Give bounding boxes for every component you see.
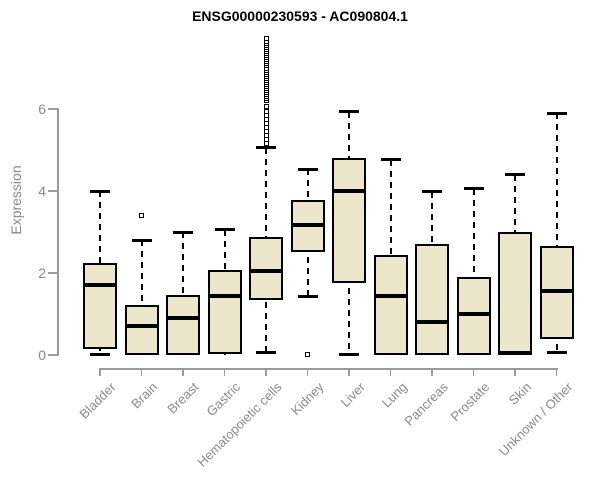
- x-axis-tick: [348, 368, 350, 376]
- median-liver: [332, 189, 366, 193]
- box-breast: [166, 294, 200, 355]
- x-axis-tick: [306, 368, 309, 376]
- median-pancreas: [415, 320, 449, 325]
- median-kidney: [290, 223, 325, 228]
- y-tick-label-0: 0: [38, 347, 46, 363]
- x-axis-tick: [99, 368, 101, 376]
- median-gastric: [207, 293, 242, 298]
- whisker-cap-high-liver: [339, 110, 359, 114]
- y-tick-label-4: 4: [38, 183, 46, 199]
- whisker-cap-low-kidney: [297, 295, 318, 299]
- x-tick-label-unknown-other: Unknown / Other: [495, 379, 576, 459]
- whisker-cap-high-breast: [173, 230, 193, 234]
- x-axis-line: [99, 368, 558, 370]
- whisker-cap-high-gastric: [214, 228, 235, 232]
- x-tick-label-kidney: Kidney: [287, 379, 327, 419]
- x-tick-label-brain: Brain: [128, 379, 161, 412]
- y-tick-label-6: 6: [38, 101, 46, 117]
- whisker-cap-low-bladder: [90, 352, 110, 356]
- outlier-hematopoietic-cells: [263, 35, 269, 41]
- whisker-cap-high-lung: [380, 158, 401, 162]
- whisker-cap-high-bladder: [90, 189, 110, 193]
- box-lung: [373, 254, 408, 355]
- x-tick-label-bladder: Bladder: [76, 379, 119, 422]
- median-unknown-other: [539, 289, 574, 294]
- outlier-hematopoietic-cells: [263, 104, 269, 110]
- y-axis-tick: [48, 272, 57, 274]
- y-axis-tick: [48, 108, 57, 110]
- x-tick-label-prostate: Prostate: [447, 379, 493, 425]
- box-bladder: [83, 262, 117, 349]
- whisker-cap-high-prostate: [463, 187, 484, 191]
- x-axis-tick: [265, 368, 267, 376]
- outlier-brain: [139, 213, 144, 219]
- median-breast: [166, 316, 200, 321]
- box-hematopoietic-cells: [249, 236, 283, 301]
- median-lung: [373, 293, 408, 298]
- box-prostate: [456, 277, 491, 355]
- x-tick-label-skin: Skin: [505, 379, 534, 408]
- x-axis-tick: [555, 368, 558, 376]
- median-brain: [124, 324, 159, 329]
- whisker-cap-high-hematopoietic-cells: [256, 146, 276, 150]
- x-tick-label-lung: Lung: [378, 379, 410, 411]
- box-liver: [332, 158, 366, 284]
- box-skin: [498, 232, 532, 355]
- whisker-cap-low-hematopoietic-cells: [256, 351, 276, 355]
- y-axis-tick: [48, 354, 57, 356]
- median-prostate: [456, 312, 491, 316]
- x-tick-label-liver: Liver: [337, 379, 368, 410]
- x-axis-tick: [182, 368, 184, 376]
- whisker-cap-high-skin: [505, 173, 525, 177]
- x-axis-tick: [140, 368, 143, 376]
- x-axis-tick: [431, 368, 433, 376]
- box-brain: [124, 304, 159, 355]
- whisker-cap-high-pancreas: [422, 190, 442, 194]
- whisker-cap-high-unknown-other: [546, 111, 567, 115]
- median-hematopoietic-cells: [249, 268, 283, 273]
- x-tick-label-gastric: Gastric: [203, 379, 244, 420]
- x-tick-label-breast: Breast: [164, 379, 202, 417]
- x-tick-label-pancreas: Pancreas: [401, 379, 451, 429]
- box-pancreas: [415, 244, 449, 355]
- whisker-breast: [182, 232, 184, 355]
- median-skin: [498, 350, 532, 355]
- y-axis-tick: [48, 190, 57, 192]
- y-axis-line: [57, 108, 59, 356]
- x-axis-tick: [472, 368, 475, 376]
- x-tick-label-hematopoietic-cells: Hematopoietic cells: [194, 379, 285, 470]
- x-axis-tick: [223, 368, 226, 376]
- whisker-unknown-other: [555, 113, 558, 353]
- median-bladder: [83, 283, 117, 288]
- whisker-cap-high-brain: [131, 238, 152, 242]
- whisker-cap-high-kidney: [297, 167, 318, 171]
- chart-title: ENSG00000230593 - AC090804.1: [192, 8, 408, 24]
- whisker-cap-low-unknown-other: [546, 351, 567, 355]
- whisker-cap-low-liver: [339, 352, 359, 356]
- box-gastric: [207, 270, 242, 354]
- whisker-brain: [140, 240, 143, 355]
- outlier-kidney: [305, 351, 310, 357]
- y-tick-label-2: 2: [38, 265, 46, 281]
- x-axis-tick: [514, 368, 516, 376]
- whisker-prostate: [472, 188, 475, 355]
- x-axis-tick: [389, 368, 392, 376]
